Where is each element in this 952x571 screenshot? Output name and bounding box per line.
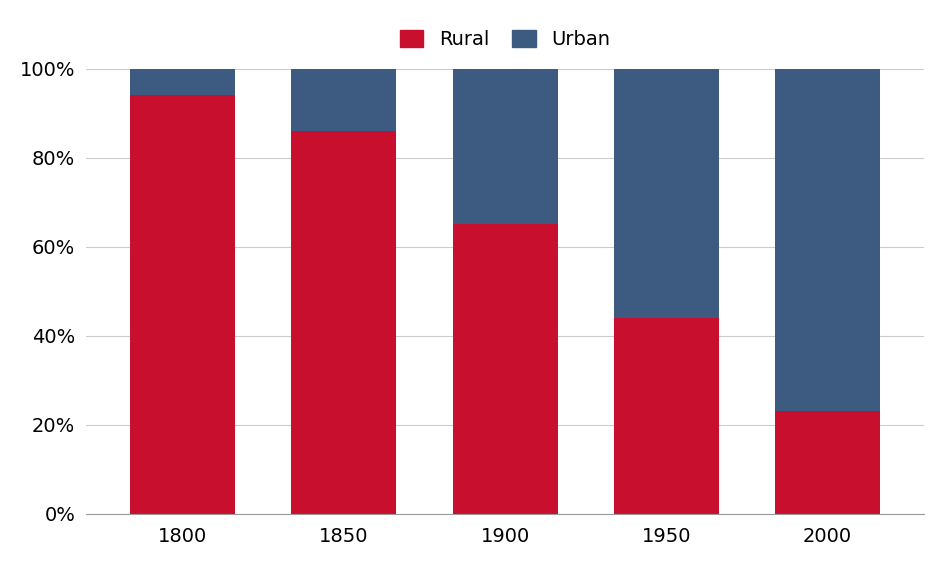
Bar <box>291 69 396 131</box>
Bar <box>452 69 557 224</box>
Bar <box>291 131 396 514</box>
Bar <box>774 412 879 514</box>
Bar <box>774 69 879 412</box>
Bar <box>130 95 235 514</box>
Legend: Rural, Urban: Rural, Urban <box>389 21 620 59</box>
Bar <box>613 69 718 318</box>
Bar <box>452 224 557 514</box>
Bar <box>130 69 235 95</box>
Bar <box>613 318 718 514</box>
